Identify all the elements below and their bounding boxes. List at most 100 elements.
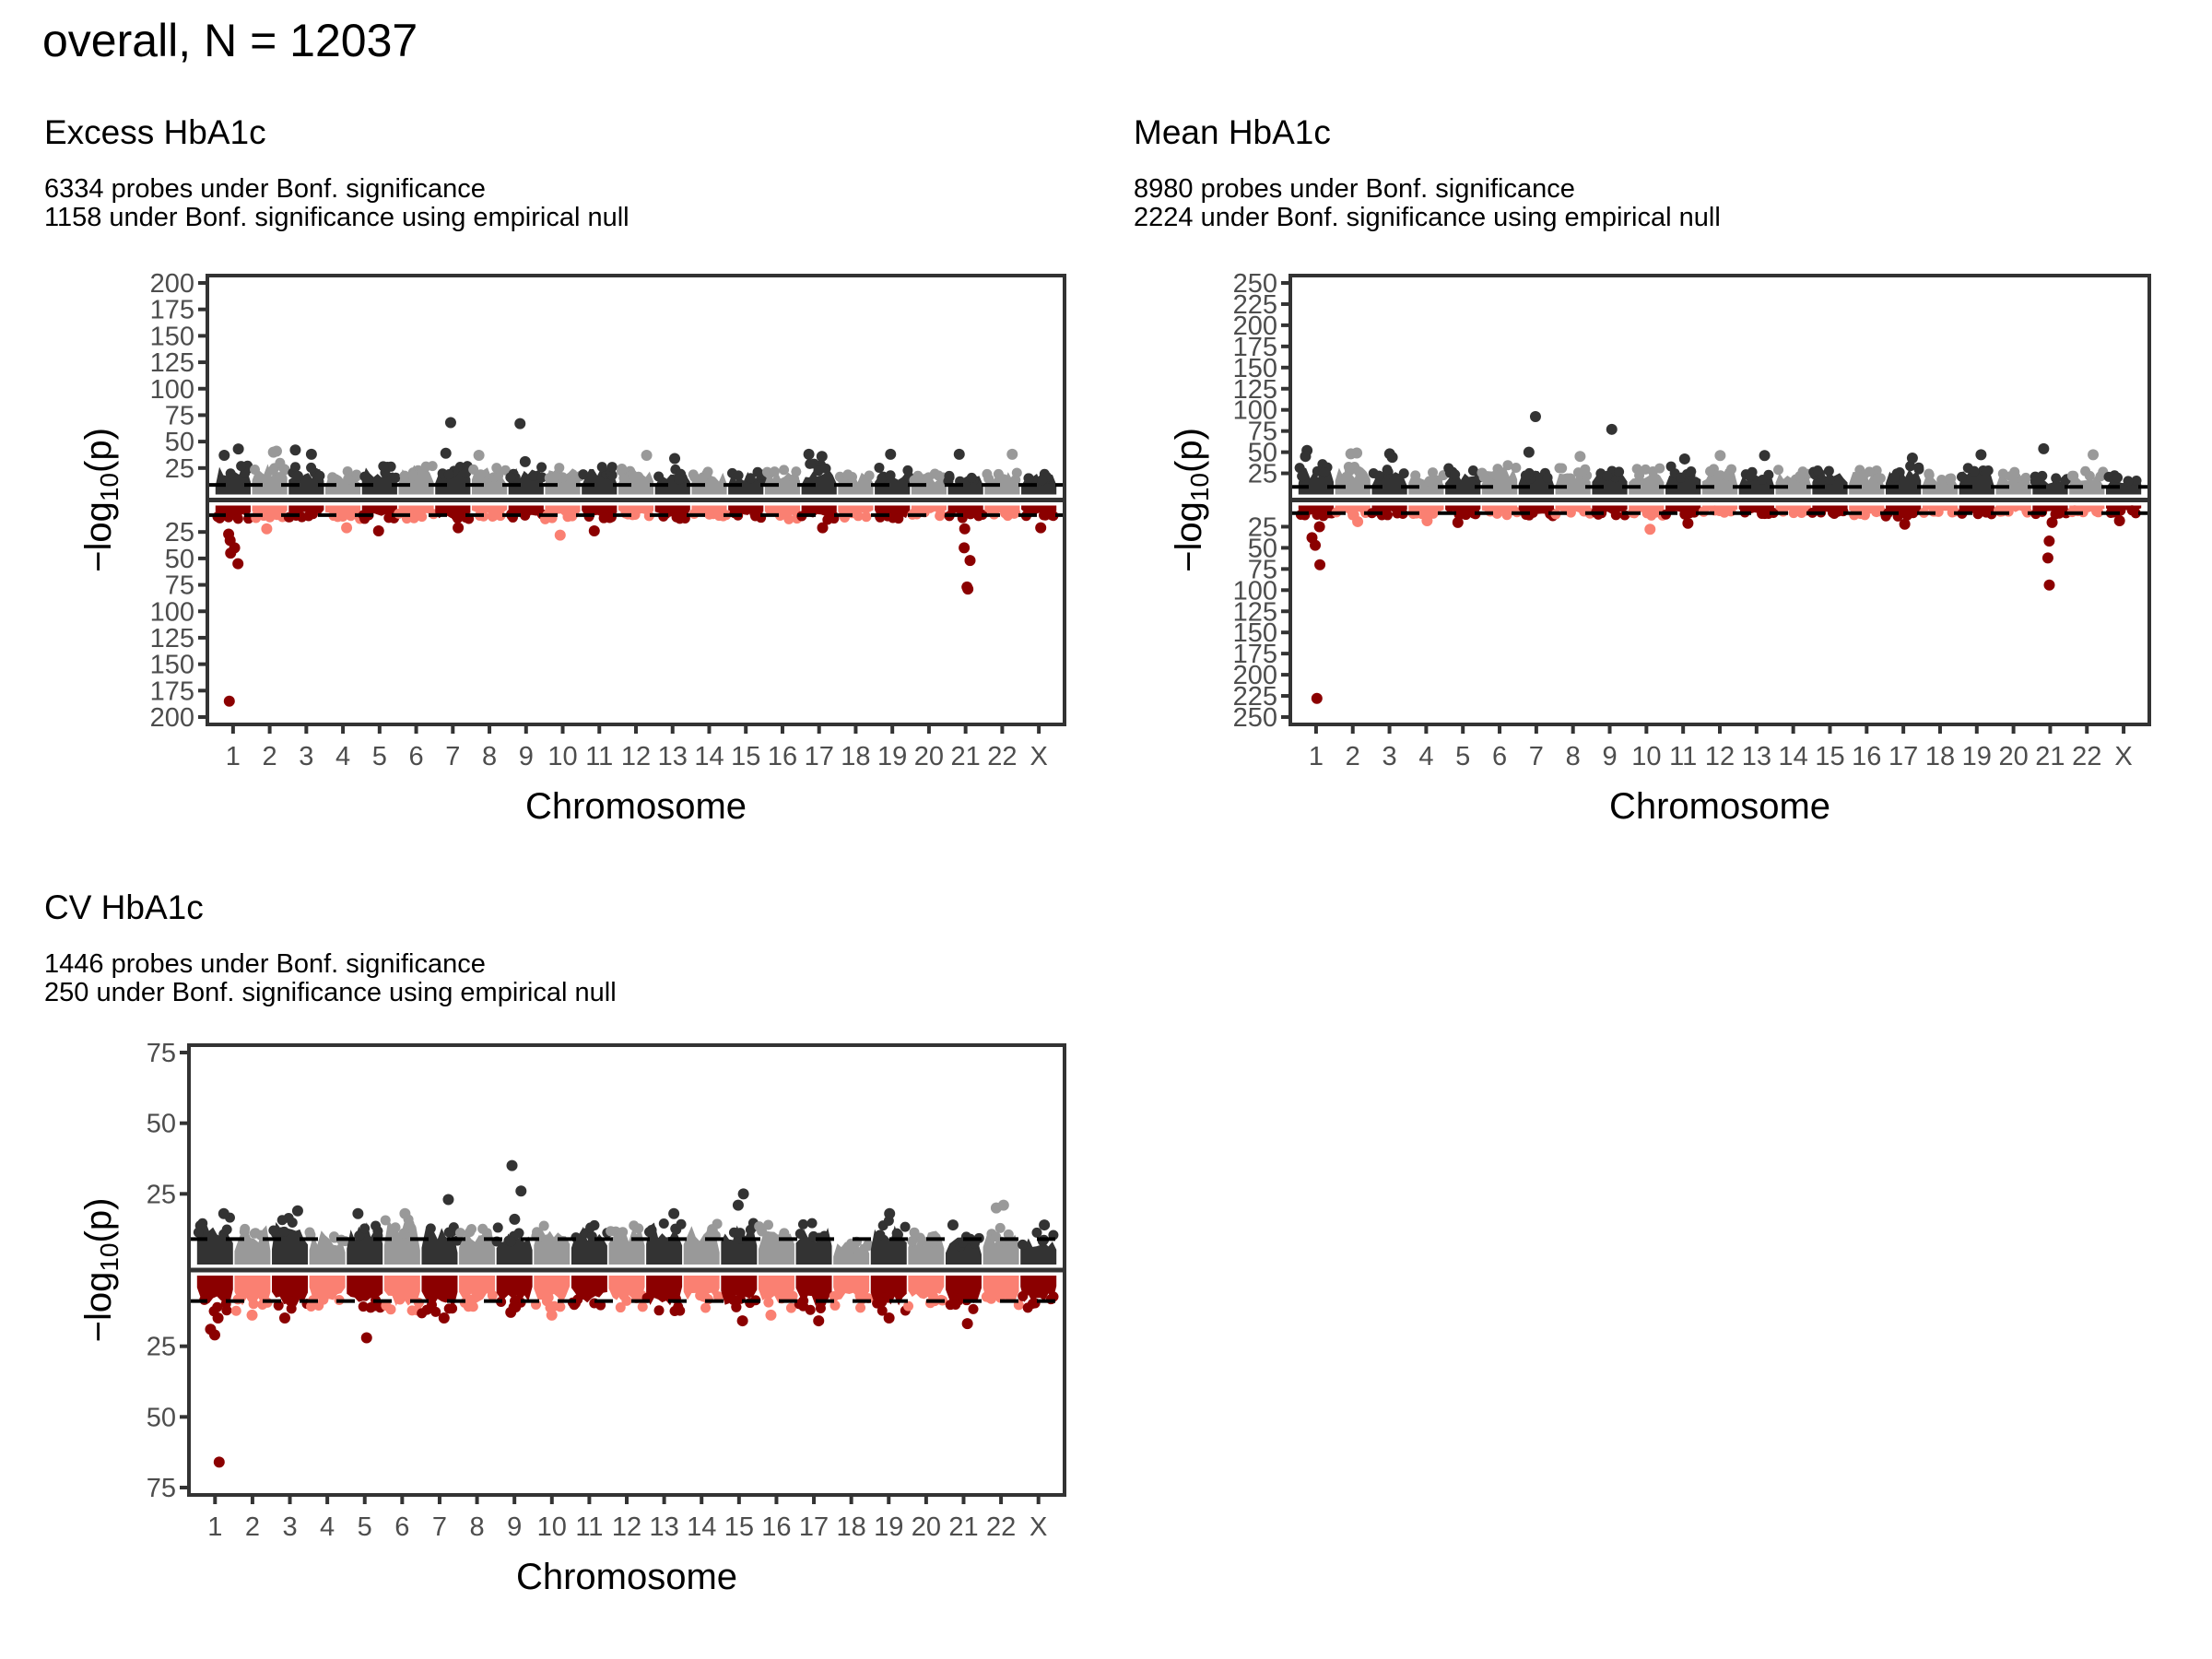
point-lower-chr-4 xyxy=(337,512,348,523)
x-tick-label-chr-8: 8 xyxy=(469,1512,484,1542)
bulk-upper-chr-13 xyxy=(1738,473,1774,495)
point-upper-chr-3 xyxy=(276,1215,288,1226)
y-tick-label-upper: 50 xyxy=(1248,439,1277,468)
point-upper-chr-3 xyxy=(268,1225,279,1236)
outlier-lower-chr-15 xyxy=(736,1315,748,1327)
point-upper-chr-19 xyxy=(900,1221,911,1232)
y-tick-label-upper: 150 xyxy=(150,322,194,351)
x-tick-label-chr-1: 1 xyxy=(207,1512,222,1542)
outlier-upper-chr-9 xyxy=(509,1213,521,1225)
panel-title-excess: Excess HbA1c xyxy=(44,113,266,151)
point-upper-chr-18 xyxy=(1944,473,1955,484)
point-lower-chr-7 xyxy=(430,1306,441,1317)
point-upper-chr-5 xyxy=(359,471,371,482)
outlier-lower-chr-21 xyxy=(964,555,976,567)
outlier-lower-chr-21 xyxy=(959,523,971,535)
outlier-upper-chr-22 xyxy=(2088,449,2100,461)
point-upper-chr-17 xyxy=(806,1218,818,1229)
point-lower-chr-8 xyxy=(465,1294,476,1305)
x-tick-label-chr-18: 18 xyxy=(837,1512,866,1542)
point-upper-chr-19 xyxy=(885,470,896,481)
x-tick-label-chr-15: 15 xyxy=(1815,742,1844,771)
x-tick-label-chr-22: 22 xyxy=(987,742,1017,771)
x-tick-label-chr-17: 17 xyxy=(1888,742,1918,771)
outlier-upper-chr-1 xyxy=(218,450,230,462)
point-upper-chr-20 xyxy=(2008,475,2019,486)
point-lower-chr-13 xyxy=(653,1305,665,1316)
point-upper-chr-15 xyxy=(745,473,756,484)
point-lower-chr-20 xyxy=(935,509,947,520)
x-tick-label-chr-19: 19 xyxy=(874,1512,903,1542)
x-tick-label-chr-21: 21 xyxy=(2035,742,2065,771)
outlier-upper-chr-3 xyxy=(289,444,301,456)
point-upper-chr-11 xyxy=(606,462,618,473)
bulk-lower-chr-3 xyxy=(272,1276,309,1307)
point-upper-chr-10 xyxy=(544,473,555,484)
point-upper-chr-21 xyxy=(2060,476,2071,487)
point-upper-chr-X xyxy=(2131,476,2142,487)
outlier-upper-chr-3 xyxy=(291,1205,303,1217)
point-lower-chr-22 xyxy=(2093,507,2104,518)
point-upper-chr-6 xyxy=(407,470,418,481)
point-upper-chr-20 xyxy=(907,1236,918,1247)
point-upper-chr-14 xyxy=(712,1218,723,1230)
point-upper-chr-19 xyxy=(875,1230,886,1241)
point-upper-chr-15 xyxy=(1824,474,1835,485)
point-lower-chr-14 xyxy=(700,1302,712,1313)
point-lower-chr-11 xyxy=(598,512,609,524)
point-lower-chr-10 xyxy=(543,1292,554,1303)
outlier-upper-chr-X xyxy=(1039,1219,1051,1231)
point-lower-chr-18 xyxy=(830,1300,841,1311)
point-lower-chr-12 xyxy=(637,1301,648,1312)
point-upper-chr-12 xyxy=(1726,464,1737,475)
point-upper-chr-12 xyxy=(627,469,638,480)
x-tick-label-chr-3: 3 xyxy=(282,1512,297,1542)
point-lower-chr-10 xyxy=(548,1300,559,1312)
point-upper-chr-16 xyxy=(769,466,780,477)
point-lower-chr-16 xyxy=(775,1290,786,1301)
x-tick-label-chr-14: 14 xyxy=(1779,742,1808,771)
point-upper-chr-22 xyxy=(982,468,993,479)
outlier-lower-chr-1 xyxy=(223,695,235,707)
x-tick-label-chr-15: 15 xyxy=(731,742,760,771)
outlier-upper-chr-7 xyxy=(1523,446,1535,458)
outlier-upper-chr-1 xyxy=(218,1207,229,1219)
panel-subtitle-cv: 1446 probes under Bonf. significance 250… xyxy=(44,950,617,1007)
panel-excess: 2525505075751001001251251501501751752002… xyxy=(78,269,1066,827)
point-upper-chr-6 xyxy=(404,1218,415,1230)
x-tick-label-chr-16: 16 xyxy=(761,1512,791,1542)
outlier-upper-chr-7 xyxy=(1529,411,1541,423)
bulk-lower-chr-16 xyxy=(758,1276,794,1304)
point-lower-chr-13 xyxy=(669,1305,680,1316)
bulk-lower-chr-X xyxy=(1021,505,1057,514)
point-lower-chr-14 xyxy=(695,1290,706,1301)
point-upper-chr-3 xyxy=(1398,468,1409,479)
point-upper-chr-19 xyxy=(902,465,913,476)
point-lower-chr-19 xyxy=(877,1297,888,1308)
point-lower-chr-5 xyxy=(1468,508,1479,519)
bulk-lower-chr-2 xyxy=(234,1276,271,1306)
outlier-lower-chr-11 xyxy=(1682,517,1694,529)
point-lower-chr-18 xyxy=(1933,506,1944,517)
x-tick-label-chr-19: 19 xyxy=(1962,742,1992,771)
x-tick-label-chr-X: X xyxy=(1030,1512,1047,1542)
y-tick-label-lower: 25 xyxy=(1248,512,1277,542)
x-axis-title: Chromosome xyxy=(525,786,747,827)
x-tick-label-chr-12: 12 xyxy=(621,742,651,771)
figure-title: overall, N = 12037 xyxy=(42,15,418,66)
outlier-lower-chr-16 xyxy=(765,1309,777,1321)
x-tick-label-chr-6: 6 xyxy=(1492,742,1507,771)
x-tick-label-chr-13: 13 xyxy=(649,1512,678,1542)
x-tick-label-chr-13: 13 xyxy=(658,742,688,771)
outlier-lower-chr-9 xyxy=(505,1306,517,1318)
panel-mean: 2525505075751001001251251501501751752002… xyxy=(1169,269,2151,827)
outlier-upper-chr-19 xyxy=(885,448,897,460)
point-upper-chr-8 xyxy=(1557,463,1568,474)
outlier-upper-chr-12 xyxy=(641,450,653,462)
point-upper-chr-9 xyxy=(536,472,547,483)
point-upper-chr-7 xyxy=(1520,470,1531,481)
subtitle-line-2: 1158 under Bonf. significance using empi… xyxy=(44,203,629,232)
x-tick-label-chr-17: 17 xyxy=(799,1512,829,1542)
point-lower-chr-3 xyxy=(303,511,314,522)
point-lower-chr-20 xyxy=(903,1300,914,1312)
